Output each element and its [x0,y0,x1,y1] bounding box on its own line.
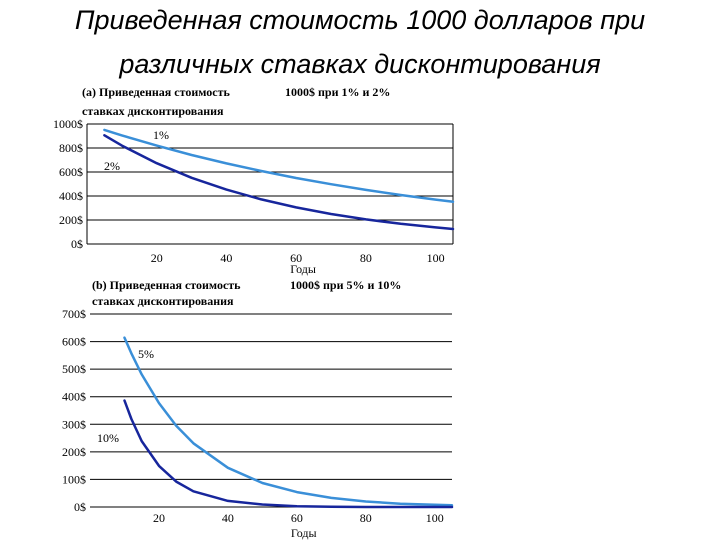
slide-title-line-2: различных ставках дисконтирования [119,49,601,79]
series-line [103,134,455,231]
x-tick-label: 80 [360,511,372,525]
series-line [123,399,454,509]
y-tick-label: 600$ [59,165,83,179]
x-tick-label: 60 [290,251,302,265]
x-tick-label: 60 [291,511,303,525]
series-label: 2% [104,159,120,173]
x-tick-label: 40 [222,511,234,525]
chart-title-line2: ставках дисконтирования [82,104,224,118]
y-tick-label: 600$ [62,335,86,349]
y-tick-label: 400$ [62,390,86,404]
y-tick-label: 500$ [62,362,86,376]
y-tick-label: 100$ [62,472,86,486]
y-tick-label: 1000$ [53,117,83,131]
y-tick-label: 200$ [62,445,86,459]
x-axis-label: Годы [291,526,317,540]
y-tick-label: 400$ [59,189,83,203]
slide-title-line-1: Приведенная стоимость 1000 долларов при [74,5,646,35]
x-tick-label: 40 [220,251,232,265]
y-tick-label: 0$ [74,500,86,514]
y-tick-label: 200$ [59,213,83,227]
x-tick-label: 100 [427,251,445,265]
x-axis-label: Годы [290,262,316,276]
chart-title-part1: (b) Приведенная стоимость [92,278,241,292]
series-label: 5% [138,347,154,361]
x-tick-label: 100 [426,511,444,525]
series-label: 10% [97,431,119,445]
chart-title-part2: 1000$ при 5% и 10% [290,278,401,292]
chart-title-part1: (а) Приведенная стоимость [82,85,230,99]
y-tick-label: 300$ [62,417,86,431]
y-tick-label: 800$ [59,141,83,155]
x-tick-label: 20 [151,251,163,265]
x-tick-label: 20 [153,511,165,525]
series-line [123,336,454,507]
chart-title-line2: ставках дисконтирования [92,294,234,308]
y-tick-label: 700$ [62,307,86,321]
chart-title-part2: 1000$ при 1% и 2% [285,85,390,99]
y-tick-label: 0$ [71,237,83,251]
series-label: 1% [153,128,169,142]
x-tick-label: 80 [360,251,372,265]
series-line [103,128,455,204]
